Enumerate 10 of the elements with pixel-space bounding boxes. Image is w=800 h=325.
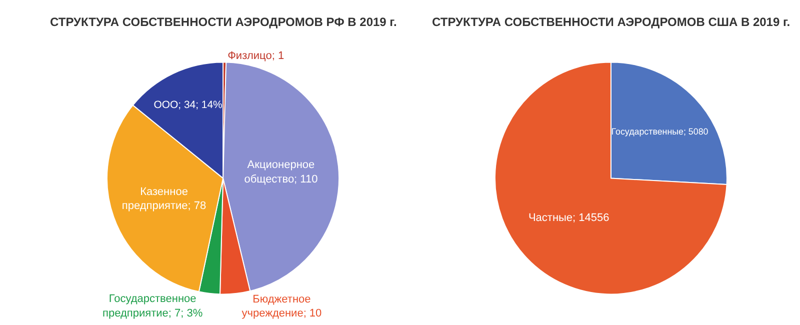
slice-label: Частные; 14556 <box>528 212 610 224</box>
slice-label: Государственное предприятие; 7; 3% <box>102 293 203 320</box>
slice-label: Акционерное общество; 110 <box>244 158 318 186</box>
slice-label: Бюджетное учреждение; 10 <box>242 293 322 320</box>
chart-title: СТРУКТУРА СОБСТВЕННОСТИ АЭРОДРОМОВ США В 2019 г. <box>432 15 790 29</box>
slice-label: Государственные; 5080 <box>611 126 708 136</box>
slice-label: Казенное предприятие; 78 <box>122 186 206 212</box>
slice-label: Физлицо; 1 <box>228 50 284 62</box>
chart-title: СТРУКТУРА СОБСТВЕННОСТИ АЭРОДРОМОВ РФ В 2019 г. <box>50 15 397 29</box>
slice-label: ООО; 34; 14% <box>154 100 222 111</box>
